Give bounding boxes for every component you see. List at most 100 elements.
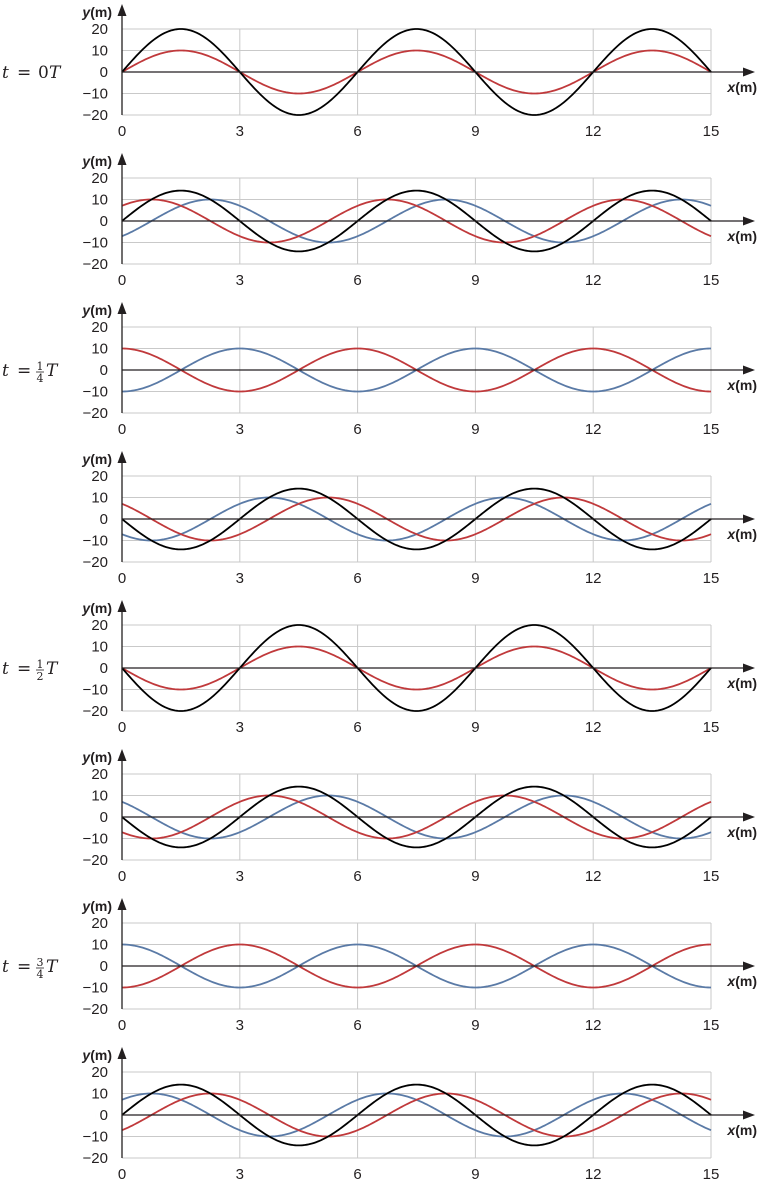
x-tick-label: 3 [236, 272, 244, 289]
time-label-value: 0 [38, 63, 49, 83]
time-label-suffix: T [46, 361, 59, 381]
x-tick-label: 3 [236, 719, 244, 736]
time-label-prefix: t [2, 659, 9, 679]
x-tick-label: 15 [703, 421, 720, 438]
y-tick-label: −10 [83, 980, 108, 997]
x-tick-label: 3 [236, 421, 244, 438]
y-tick-label: 20 [91, 170, 108, 187]
x-tick-label: 12 [585, 570, 602, 587]
y-axis-label: y(m) [81, 451, 112, 467]
x-tick-label: 6 [353, 421, 361, 438]
x-tick-label: 6 [353, 1017, 361, 1034]
y-tick-label: 0 [100, 809, 108, 826]
x-tick-label: 9 [471, 421, 479, 438]
time-label-denominator: 4 [37, 372, 44, 385]
y-tick-label: −10 [83, 831, 108, 848]
y-axis-label: y(m) [81, 153, 112, 169]
y-tick-label: 20 [91, 1064, 108, 1081]
x-axis-arrow [743, 663, 755, 673]
series-2-line [121, 496, 712, 542]
x-axis-arrow [743, 365, 755, 375]
x-tick-label: 0 [118, 1166, 126, 1183]
x-axis-arrow [743, 1110, 755, 1120]
series-3-line [121, 785, 712, 849]
y-tick-label: 20 [91, 766, 108, 783]
time-label: t = 34 T [2, 956, 59, 981]
time-label-prefix: t [2, 361, 9, 381]
x-tick-label: 9 [471, 272, 479, 289]
series-3-line [121, 487, 712, 551]
x-tick-label: 12 [585, 719, 602, 736]
y-tick-label: 20 [91, 617, 108, 634]
time-label-numerator: 1 [37, 360, 44, 373]
y-axis-arrow [117, 749, 127, 761]
time-label-equals: = [17, 659, 31, 679]
y-tick-label: 20 [91, 468, 108, 485]
x-tick-label: 0 [118, 123, 126, 140]
x-tick-label: 15 [703, 719, 720, 736]
y-tick-label: 10 [91, 639, 108, 656]
x-tick-label: 9 [471, 1017, 479, 1034]
time-label: t = 12 T [2, 658, 59, 683]
series-1-line [121, 645, 712, 691]
x-tick-label: 9 [471, 1166, 479, 1183]
x-axis-label: x(m) [726, 228, 757, 244]
series-3-line [121, 1083, 712, 1147]
panel-6: 20 10 0 −10 −20 0 3 6 9 12 15 y(m) x(m) [81, 749, 757, 885]
x-tick-label: 9 [471, 570, 479, 587]
y-tick-label: 10 [91, 341, 108, 358]
y-axis-arrow [117, 600, 127, 612]
panel-3: 20 10 0 −10 −20 0 3 6 9 12 15 y(m) x(m) t = 14 T [2, 302, 757, 438]
x-tick-label: 0 [118, 1017, 126, 1034]
x-tick-label: 6 [353, 719, 361, 736]
y-tick-label: 10 [91, 788, 108, 805]
x-tick-label: 0 [118, 719, 126, 736]
x-tick-label: 15 [703, 123, 720, 140]
x-tick-label: 12 [585, 1017, 602, 1034]
y-axis-arrow [117, 898, 127, 910]
x-tick-label: 12 [585, 123, 602, 140]
x-axis-arrow [743, 812, 755, 822]
y-tick-label: 0 [100, 511, 108, 528]
x-tick-label: 9 [471, 123, 479, 140]
series-2-line [121, 1092, 712, 1138]
y-tick-label: 0 [100, 958, 108, 975]
series-2-line [121, 624, 712, 712]
y-tick-label: 10 [91, 1086, 108, 1103]
y-tick-label: −20 [83, 107, 108, 124]
x-axis-label: x(m) [726, 79, 757, 95]
x-tick-label: 15 [703, 570, 720, 587]
x-tick-label: 12 [585, 868, 602, 885]
y-axis-label: y(m) [81, 898, 112, 914]
y-tick-label: −20 [83, 1150, 108, 1167]
y-axis-label: y(m) [81, 302, 112, 318]
y-axis-label: y(m) [81, 1047, 112, 1063]
x-axis-arrow [743, 67, 755, 77]
y-axis-arrow [117, 302, 127, 314]
panel-4: 20 10 0 −10 −20 0 3 6 9 12 15 y(m) x(m) [81, 451, 757, 587]
x-tick-label: 6 [353, 272, 361, 289]
series-1-line [121, 49, 712, 95]
series-2-line [121, 28, 712, 116]
x-tick-label: 15 [703, 1166, 720, 1183]
y-tick-label: 10 [91, 43, 108, 60]
x-tick-label: 3 [236, 1017, 244, 1034]
x-tick-label: 0 [118, 421, 126, 438]
time-label-denominator: 4 [37, 968, 44, 981]
y-tick-label: 20 [91, 21, 108, 38]
x-tick-label: 6 [353, 1166, 361, 1183]
x-tick-label: 0 [118, 570, 126, 587]
y-tick-label: −20 [83, 852, 108, 869]
y-tick-label: 10 [91, 192, 108, 209]
y-axis-arrow [117, 451, 127, 463]
y-tick-label: 10 [91, 937, 108, 954]
x-tick-label: 6 [353, 868, 361, 885]
y-tick-label: −20 [83, 703, 108, 720]
x-tick-label: 9 [471, 868, 479, 885]
x-tick-label: 12 [585, 272, 602, 289]
y-tick-label: 20 [91, 319, 108, 336]
time-label-denominator: 2 [37, 670, 44, 683]
y-axis-arrow [117, 153, 127, 165]
panel-8: 20 10 0 −10 −20 0 3 6 9 12 15 y(m) x(m) [81, 1047, 757, 1183]
